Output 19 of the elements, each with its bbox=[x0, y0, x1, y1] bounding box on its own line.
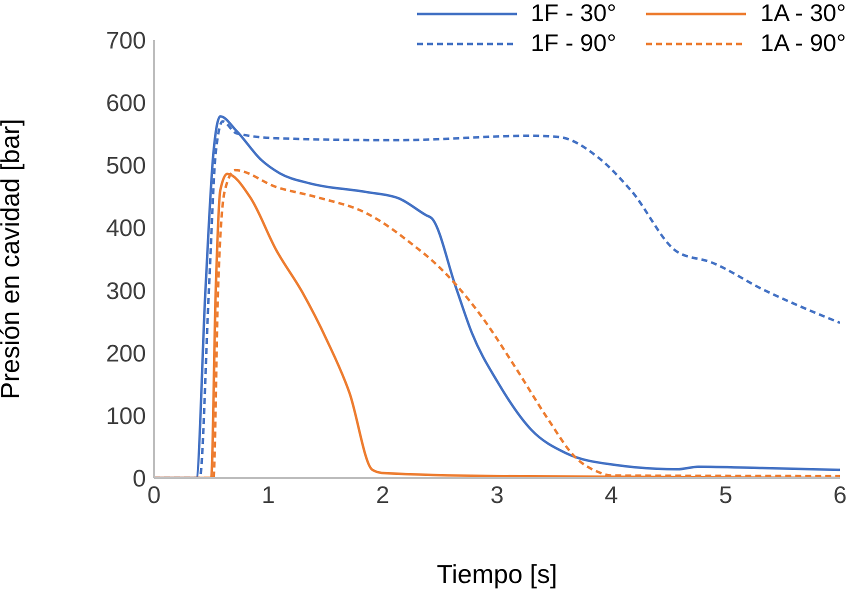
legend-label: 1A - 90° bbox=[760, 30, 846, 58]
y-tick-label: 700 bbox=[106, 28, 146, 55]
legend-label: 1F - 90° bbox=[530, 30, 616, 58]
legend-label: 1F - 30° bbox=[530, 0, 616, 28]
x-tick-label: 4 bbox=[604, 482, 618, 510]
x-tick-label: 3 bbox=[490, 482, 504, 510]
x-tick-label: 2 bbox=[376, 482, 390, 510]
x-tick-label: 6 bbox=[833, 482, 847, 510]
y-tick-label: 200 bbox=[106, 340, 146, 368]
y-tick-label: 500 bbox=[106, 152, 146, 180]
legend-label: 1A - 30° bbox=[760, 0, 846, 28]
x-tick-label: 1 bbox=[262, 482, 276, 510]
y-tick-label: 600 bbox=[106, 90, 146, 118]
y-tick-label: 400 bbox=[106, 215, 146, 242]
y-tick-label: 100 bbox=[106, 402, 146, 430]
x-tick-label: 5 bbox=[718, 482, 732, 510]
y-tick-label: 300 bbox=[106, 278, 146, 305]
y-axis-title: Presión en cavidad [bar] bbox=[0, 118, 26, 400]
x-axis-title: Tiempo [s] bbox=[436, 559, 558, 589]
